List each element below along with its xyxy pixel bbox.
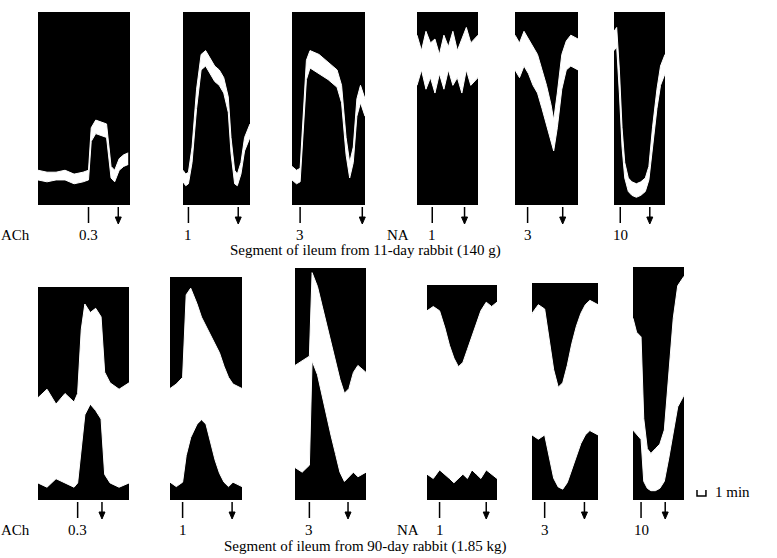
svg-text:1: 1	[184, 227, 192, 243]
svg-text:1 min: 1 min	[715, 484, 750, 500]
svg-text:3: 3	[524, 227, 532, 243]
svg-text:0.3: 0.3	[68, 522, 87, 538]
svg-text:NA: NA	[397, 522, 419, 538]
svg-text:Segment of ileum from 11-day r: Segment of ileum from 11-day rabbit (140…	[230, 242, 501, 259]
svg-text:3: 3	[541, 522, 549, 538]
svg-text:3: 3	[305, 522, 313, 538]
svg-text:1: 1	[428, 227, 436, 243]
svg-text:3: 3	[296, 227, 304, 243]
svg-text:ACh: ACh	[1, 227, 30, 243]
svg-text:0.3: 0.3	[79, 227, 98, 243]
svg-text:NA: NA	[387, 227, 409, 243]
svg-text:10: 10	[634, 522, 649, 538]
svg-text:ACh: ACh	[1, 522, 30, 538]
svg-text:10: 10	[613, 227, 628, 243]
svg-text:Segment of ileum from 90-day r: Segment of ileum from 90-day rabbit (1.8…	[224, 538, 506, 555]
svg-text:1: 1	[179, 522, 187, 538]
svg-text:1: 1	[436, 522, 444, 538]
